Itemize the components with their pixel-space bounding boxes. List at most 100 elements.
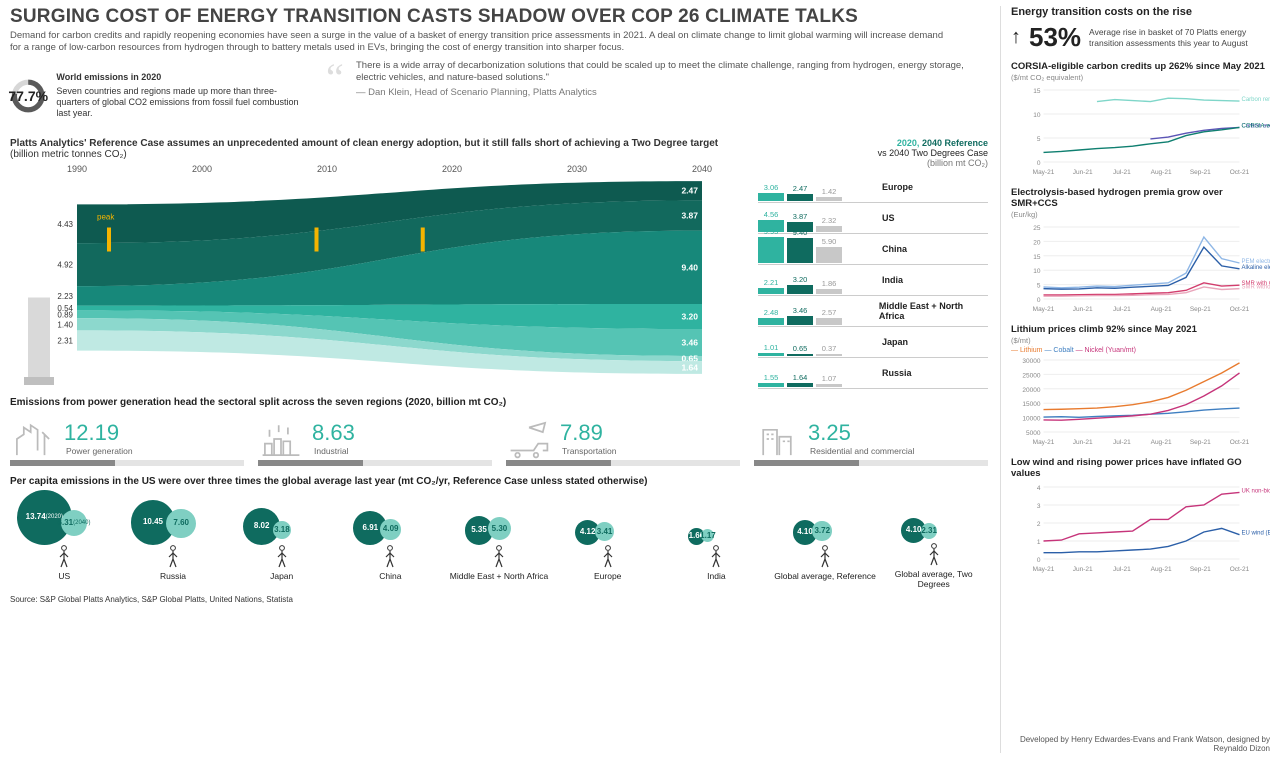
svg-text:2040: 2040 [692,164,712,174]
svg-text:15: 15 [1033,254,1041,261]
sector-icon [754,416,800,456]
svg-text:Aug-21: Aug-21 [1151,169,1172,176]
stream-chart: 1990200020102020203020404.432.474.923.87… [10,160,754,385]
emissions-donut: 77.7% [10,60,46,132]
quote-text: There is a wide array of decarbonization… [356,60,964,83]
svg-text:2: 2 [1037,521,1041,528]
svg-text:EU wind (Eur/MWh): EU wind (Eur/MWh) [1242,531,1271,537]
sector-title: Emissions from power generation head the… [10,397,988,408]
svg-text:20: 20 [1033,239,1041,246]
svg-text:1.64: 1.64 [681,362,698,372]
svg-text:2000: 2000 [192,164,212,174]
sector-icon [506,416,552,456]
sector-item: 3.25 Residential and commercial [754,412,988,466]
sector-item: 8.63 Industrial [258,412,492,466]
right-heading: Energy transition costs on the rise [1011,6,1270,18]
svg-text:2010: 2010 [317,164,337,174]
mini-unit: ($/mt) [1011,336,1270,345]
svg-text:2030: 2030 [567,164,587,174]
svg-text:10: 10 [1033,268,1041,275]
svg-text:Oct-21: Oct-21 [1230,439,1250,446]
svg-text:Sep-21: Sep-21 [1190,169,1211,176]
svg-text:0: 0 [1037,297,1041,304]
svg-text:5000: 5000 [1026,430,1041,437]
region-row: 9.95 9.40 5.90 China [758,234,988,265]
svg-text:Sep-21: Sep-21 [1190,566,1211,573]
svg-text:May-21: May-21 [1033,566,1055,573]
person-icon [818,545,832,569]
svg-text:15: 15 [1033,88,1041,95]
svg-text:5: 5 [1037,283,1041,290]
donut-text: Seven countries and regions made up more… [56,86,298,119]
percap-item: 13.74(2020) 6.31(2040) US [10,487,119,589]
region-row: 2.48 3.46 2.57 Middle East + North Afric… [758,296,988,327]
region-bars-legend: 2020, 2040 Reference vs 2040 Two Degrees… [758,138,988,168]
svg-text:4: 4 [1037,485,1041,492]
person-icon [709,545,723,569]
svg-text:Jun-21: Jun-21 [1073,439,1093,446]
region-row: 1.01 0.65 0.37 Japan [758,327,988,358]
percap-title: Per capita emissions in the US were over… [10,476,988,487]
svg-text:Jul-21: Jul-21 [1113,566,1131,573]
svg-text:0: 0 [1037,160,1041,167]
svg-text:2.31: 2.31 [57,336,73,345]
svg-text:15000: 15000 [1022,401,1040,408]
mini-title: Low wind and rising power prices have in… [1011,457,1270,479]
svg-text:0: 0 [1037,557,1041,564]
person-icon [601,545,615,569]
mini-title: CORSIA-eligible carbon credits up 262% s… [1011,61,1270,72]
svg-text:Carbon removal credits: Carbon removal credits [1242,97,1271,103]
subtitle: Demand for carbon credits and rapidly re… [10,30,950,54]
percap-item: 8.02 3.18 Japan [227,487,336,589]
svg-text:3.46: 3.46 [681,337,698,347]
mini-unit: (Eur/kg) [1011,210,1270,219]
svg-text:Aug-21: Aug-21 [1151,439,1172,446]
svg-text:SMR without CCS: SMR without CCS [1242,285,1271,291]
percap-item: 4.12 3.41 Europe [553,487,662,589]
svg-text:4.43: 4.43 [57,220,73,229]
svg-text:Oct-21: Oct-21 [1230,169,1250,176]
stat-pct: 53% [1029,22,1081,53]
source-line: Source: S&P Global Platts Analytics, S&P… [10,595,988,604]
svg-text:Aug-21: Aug-21 [1151,566,1172,573]
percap-item: 10.45 7.60 Russia [119,487,228,589]
mini-chart: 50001000015000200002500030000May-21Jun-2… [1011,354,1270,446]
svg-text:May-21: May-21 [1033,439,1055,446]
svg-text:Jun-21: Jun-21 [1073,306,1093,313]
svg-text:Alkaline electrolysis: Alkaline electrolysis [1242,265,1271,271]
sector-icon [258,416,304,456]
svg-text:2.23: 2.23 [57,292,73,301]
svg-text:CORSIA-eligible carbon credits: CORSIA-eligible carbon credits [1242,123,1271,129]
region-row: 3.06 2.47 1.42 Europe [758,172,988,203]
sector-icon [10,416,56,456]
donut-pct: 77.7% [10,60,46,132]
svg-text:Jul-21: Jul-21 [1113,439,1131,446]
svg-text:25000: 25000 [1022,372,1040,379]
svg-text:0.89: 0.89 [57,310,73,319]
sector-item: 7.89 Transportation [506,412,740,466]
svg-text:Sep-21: Sep-21 [1190,439,1211,446]
stream-unit: (billion metric tonnes CO₂) [10,149,754,160]
svg-text:Sep-21: Sep-21 [1190,306,1211,313]
person-icon [927,543,941,567]
svg-text:3: 3 [1037,503,1041,510]
percap-item: 1.60 1.17 India [662,487,771,589]
mini-chart: 0510152025May-21Jun-21Jul-21Aug-21Sep-21… [1011,221,1270,313]
svg-text:2020: 2020 [442,164,462,174]
svg-text:25: 25 [1033,225,1041,232]
donut-heading: World emissions in 2020 [56,72,310,83]
region-row: 2.21 3.20 1.86 India [758,265,988,296]
person-icon [383,545,397,569]
svg-text:20000: 20000 [1022,387,1040,394]
svg-text:9.40: 9.40 [681,262,698,272]
svg-text:Oct-21: Oct-21 [1230,566,1250,573]
svg-text:1: 1 [1037,539,1041,546]
svg-text:Jul-21: Jul-21 [1113,169,1131,176]
svg-text:UK non-bio (GBP/MWh): UK non-bio (GBP/MWh) [1242,488,1271,494]
svg-text:10: 10 [1033,112,1041,119]
svg-text:May-21: May-21 [1033,306,1055,313]
page-title: SURGING COST OF ENERGY TRANSITION CASTS … [10,6,988,28]
svg-text:peak: peak [97,212,115,221]
svg-text:4.92: 4.92 [57,260,73,269]
quote-attr: — Dan Klein, Head of Scenario Planning, … [356,87,988,99]
